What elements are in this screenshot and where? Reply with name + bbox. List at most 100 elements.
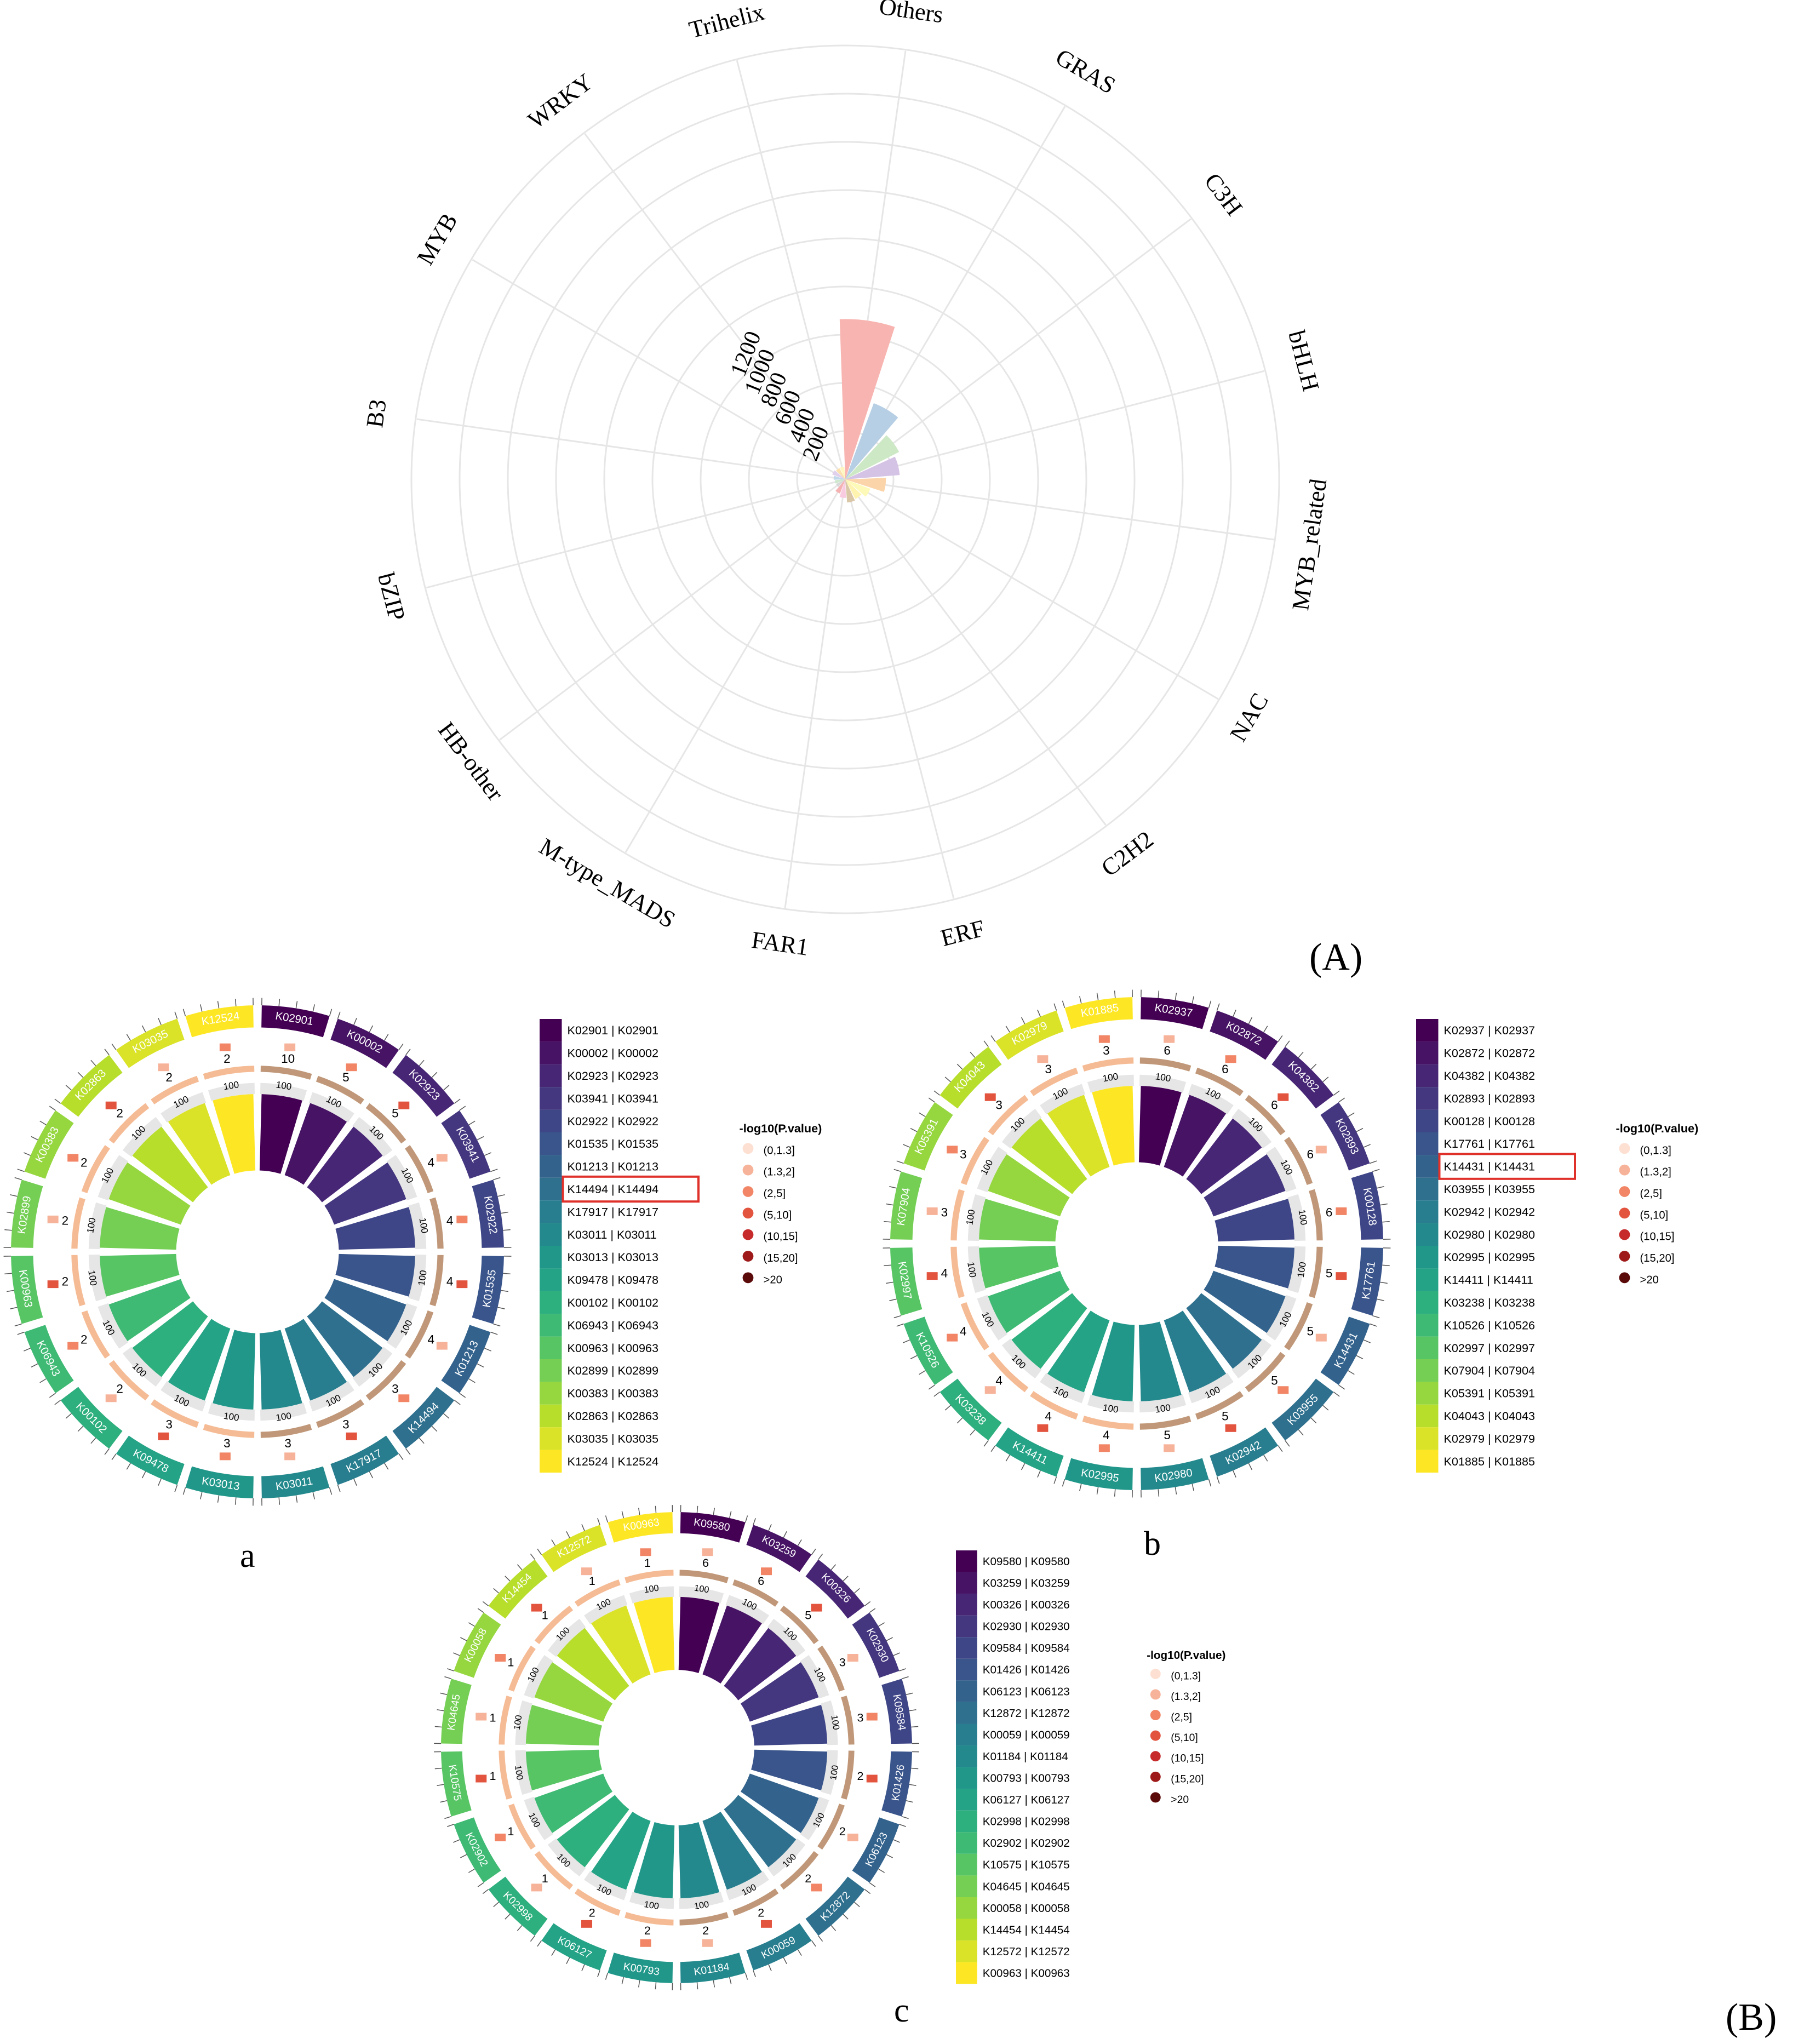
legend-term-label: K14411 | K14411 — [1444, 1273, 1533, 1287]
scale-tick — [31, 1136, 38, 1141]
pvalue-legend-title: -log10(P.value) — [740, 1121, 822, 1135]
term-band — [261, 1005, 330, 1038]
pvalue-legend-dot — [1150, 1710, 1161, 1721]
term-band — [541, 1923, 607, 1971]
grid-ring — [555, 189, 1136, 770]
background-ring — [821, 1750, 838, 1795]
scale-tick — [1005, 1455, 1010, 1462]
legend-swatch — [1416, 1246, 1439, 1269]
scale-tick — [468, 1120, 476, 1125]
term-band — [1064, 997, 1133, 1029]
scale-tick — [419, 1438, 425, 1444]
rich-factor-bar — [1011, 1118, 1087, 1194]
scale-tick — [551, 1949, 556, 1956]
scale-tick — [797, 1539, 802, 1546]
term-band — [903, 1316, 953, 1385]
pvalue-mark — [760, 1567, 772, 1576]
rich-factor-bar — [284, 1319, 347, 1401]
pvalue-legend-title: -log10(P.value) — [1616, 1121, 1699, 1135]
rich-factor-label: 100 — [512, 1714, 524, 1731]
legend-term-label: K00963 | K00963 — [568, 1341, 659, 1355]
scale-tick — [783, 1531, 787, 1538]
scale-tick — [141, 1471, 146, 1479]
pvalue-legend-label: (15,20] — [1640, 1252, 1675, 1264]
scale-tick — [200, 1492, 203, 1499]
rich-factor-bar — [740, 1773, 819, 1833]
legend-term-label: K04043 | K04043 — [1444, 1409, 1536, 1423]
count-label: 3 — [960, 1148, 967, 1161]
rich-factor-bar — [557, 1795, 629, 1868]
pvalue-legend-label: (2,5] — [764, 1188, 786, 1200]
background-ring — [515, 1750, 532, 1795]
scale-tick — [818, 1935, 823, 1942]
pvalue-mark — [926, 1272, 938, 1280]
count-label: 4 — [446, 1213, 454, 1227]
legend-swatch — [956, 1897, 977, 1919]
pvalue-mark — [984, 1386, 996, 1394]
rich-factor-bar — [557, 1628, 629, 1701]
legend-swatch — [540, 1450, 562, 1473]
scale-tick — [811, 1940, 816, 1947]
legend-term-label: K02998 | K02998 — [983, 1816, 1070, 1828]
scale-tick — [901, 1816, 909, 1819]
scale-tick — [869, 1882, 876, 1887]
count-track — [151, 1075, 199, 1104]
count-track — [534, 1851, 574, 1890]
legend-swatch — [1416, 1132, 1439, 1155]
count-track — [508, 1803, 536, 1850]
background-ring — [725, 1871, 769, 1900]
category-label: C3H — [1199, 168, 1248, 221]
rich-factor-bar — [100, 1207, 180, 1250]
pvalue-legend-dot — [742, 1186, 754, 1197]
grid-spoke — [426, 478, 846, 589]
rich-factor-bar — [1215, 1199, 1294, 1242]
count-label: 4 — [446, 1275, 454, 1289]
pvalue-mark — [811, 1883, 822, 1892]
legend-term-label: K03941 | K03941 — [568, 1091, 659, 1105]
background-ring — [308, 1092, 354, 1123]
count-track — [1082, 1057, 1134, 1072]
legend-term-label: K03238 | K03238 — [1444, 1296, 1536, 1309]
background-ring — [1087, 1394, 1134, 1413]
scale-tick — [1372, 1169, 1380, 1172]
pvalue-mark — [1098, 1035, 1110, 1043]
legend-term-label: K01184 | K01184 — [983, 1750, 1068, 1763]
scale-tick — [434, 1726, 442, 1728]
scale-tick — [1175, 1487, 1177, 1495]
count-label: 3 — [1045, 1062, 1052, 1076]
count-label: 1 — [507, 1825, 514, 1838]
pvalue-mark — [398, 1101, 410, 1109]
term-band — [24, 1110, 74, 1179]
scale-tick — [493, 1588, 499, 1594]
legend-term-label: K10526 | K10526 — [1444, 1318, 1536, 1332]
scale-tick — [956, 1417, 963, 1424]
rich-factor-label: 100 — [1102, 1071, 1119, 1084]
scale-tick — [830, 1564, 837, 1570]
term-band — [541, 1525, 607, 1572]
count-label: 5 — [392, 1107, 399, 1120]
scale-tick — [783, 1957, 787, 1964]
rich-factor-label: 100 — [222, 1079, 239, 1092]
count-label: 1 — [489, 1711, 496, 1725]
scale-tick — [337, 1011, 341, 1019]
grid-spoke — [845, 370, 1265, 480]
count-label: 1 — [542, 1872, 548, 1885]
pvalue-mark — [67, 1342, 79, 1350]
scale-tick — [1175, 993, 1177, 1000]
background-ring — [161, 1381, 207, 1412]
highlight-box — [1438, 1153, 1576, 1180]
count-track — [988, 1352, 1029, 1393]
pvalue-mark — [984, 1093, 996, 1101]
background-ring — [88, 1255, 107, 1302]
scale-tick — [928, 1384, 935, 1390]
polar-bar-Others — [839, 319, 895, 479]
pvalue-mark — [219, 1452, 231, 1461]
count-label: 1 — [542, 1608, 548, 1622]
scale-tick — [517, 1564, 523, 1570]
scale-tick — [1322, 1077, 1329, 1083]
rich-factor-bar — [1092, 1321, 1135, 1401]
count-label: 2 — [857, 1770, 864, 1783]
legend-c: K09580 | K09580 K03259 | K03259 K00326 | K… — [956, 1550, 1225, 1984]
count-label: 5 — [1326, 1267, 1333, 1280]
scale-tick — [453, 1652, 460, 1656]
